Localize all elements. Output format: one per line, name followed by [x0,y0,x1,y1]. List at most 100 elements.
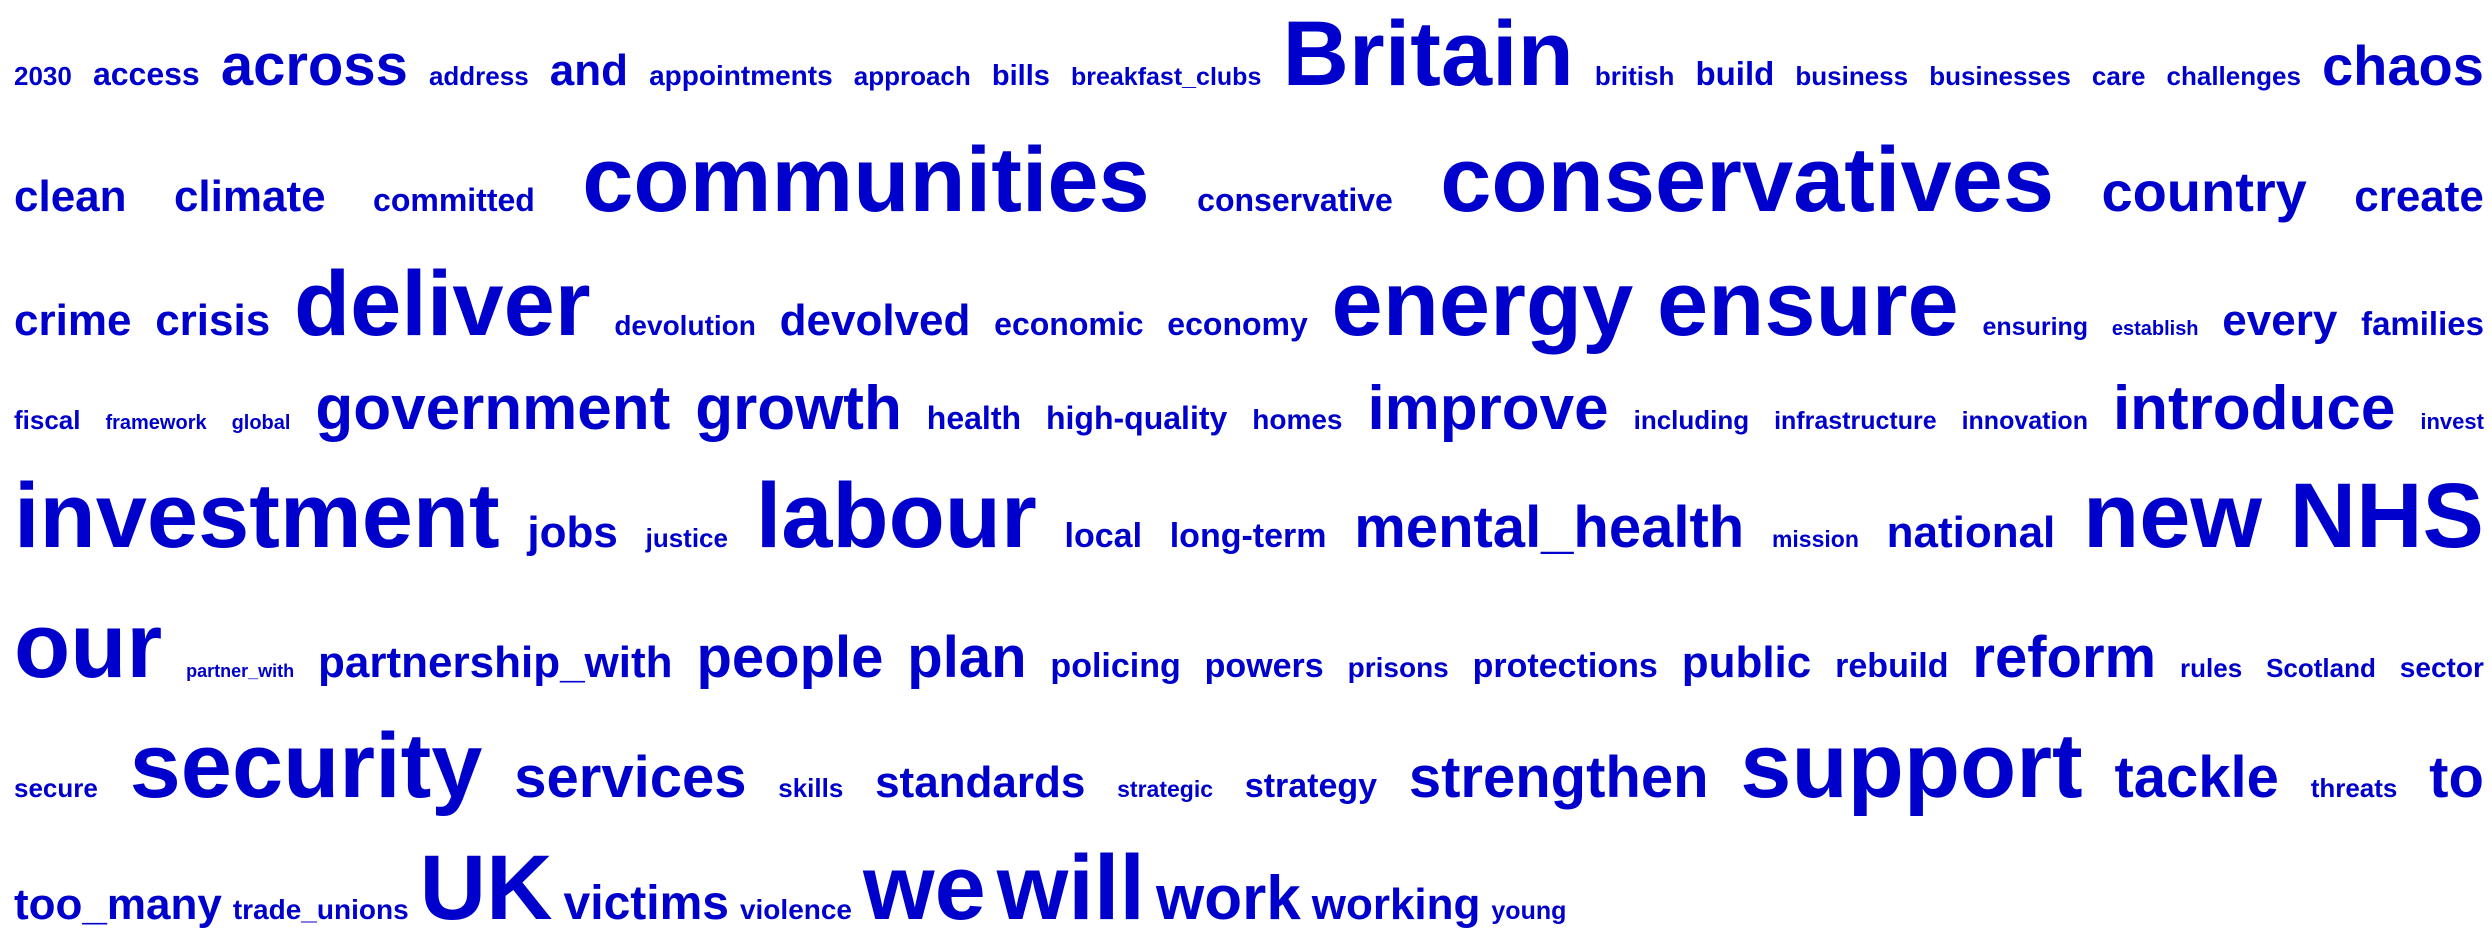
cloud-word: country [2101,160,2307,223]
cloud-word: violence [739,894,853,925]
cloud-word: create [2354,172,2484,221]
cloud-word: reform [1972,625,2157,690]
cloud-word: powers [1204,647,1324,685]
cloud-word: appointments [649,60,833,91]
cloud-word: conservative [1197,182,1393,218]
cloud-word: people [696,625,884,690]
cloud-word: deliver [293,253,591,355]
cloud-word: to [2429,745,2484,810]
cloud-word: ensuring [1982,313,2089,341]
cloud-word: we [863,837,986,939]
cloud-word: high-quality [1045,400,1228,436]
cloud-word: UK [419,837,553,939]
cloud-word: climate [173,172,326,221]
word-cloud-row: 2030 access across address and appointments ap… [14,8,2484,100]
cloud-word: growth [695,374,902,443]
cloud-word: work [1156,864,1301,933]
cloud-word: improve [1367,374,1609,443]
cloud-word: our [14,595,163,697]
word-cloud-row: fiscal framework global government growth hea… [14,378,2484,440]
cloud-word: rules [2180,653,2243,683]
cloud-word: justice [645,523,728,553]
cloud-word: conservatives [1440,129,2054,231]
cloud-word: economic [994,306,1144,342]
cloud-word: sector [2399,652,2484,683]
cloud-word: partnership_with [318,638,673,687]
cloud-word: crime [14,296,132,345]
word-cloud-row: clean climate committed communities conserva… [14,134,2484,226]
cloud-word: british [1594,61,1675,91]
cloud-word: public [1681,638,1812,687]
cloud-word: clean [14,172,127,221]
cloud-word: business [1795,61,1909,91]
cloud-word: introduce [2112,374,2396,443]
cloud-word: bills [991,60,1050,92]
cloud-word: strategy [1244,767,1378,805]
cloud-word: economy [1167,306,1308,342]
cloud-word: health [926,400,1022,436]
cloud-word: framework [105,412,207,434]
cloud-word: new [2083,465,2262,567]
cloud-word: mental_health [1354,495,1745,560]
cloud-word: standards [875,758,1086,807]
cloud-word: devolved [779,296,971,345]
word-cloud-row: our partner_with partnership_with people pla… [14,600,2484,692]
cloud-word: plan [907,625,1027,690]
cloud-word: protections [1472,647,1658,685]
cloud-word: committed [373,182,535,218]
cloud-word: build [1695,55,1775,92]
cloud-word: support [1740,715,2083,817]
cloud-word: skills [778,773,844,803]
cloud-word: rebuild [1835,647,1949,685]
cloud-word: homes [1252,404,1343,435]
cloud-word: businesses [1929,61,2071,91]
cloud-word: including [1633,405,1750,435]
cloud-word: will [996,837,1145,939]
cloud-word: mission [1771,526,1859,552]
cloud-word: partner_with [186,661,295,681]
cloud-word: trade_unions [232,894,409,925]
cloud-word: innovation [1961,407,2088,435]
cloud-word: and [549,46,628,95]
cloud-word: approach [853,61,971,91]
cloud-word: policing [1050,647,1181,685]
cloud-word: security [129,715,483,817]
cloud-word: working [1311,880,1481,929]
cloud-word: crisis [155,296,271,345]
cloud-word: long-term [1169,517,1327,555]
cloud-word: chaos [2322,34,2484,97]
cloud-word: tackle [2114,745,2279,810]
cloud-word: 2030 [14,61,72,91]
cloud-word: invest [2420,409,2484,434]
word-cloud-row: secure security services skills standards str… [14,720,2484,812]
cloud-word: strategic [1117,776,1214,802]
cloud-word: establish [2111,318,2199,340]
cloud-word: breakfast_clubs [1070,63,1262,91]
cloud-word: communities [582,129,1150,231]
cloud-word: fiscal [14,405,81,435]
word-cloud-row: crime crisis deliver devolution devolved econ… [14,258,2484,350]
cloud-word: challenges [2166,61,2301,91]
cloud-word: Britain [1282,3,1574,105]
cloud-word: strengthen [1408,745,1709,810]
cloud-word: prisons [1347,652,1449,683]
cloud-word: every [2222,296,2338,345]
cloud-word: infrastructure [1774,407,1937,435]
word-cloud-row: investment jobs justice labour local long-ter… [14,470,2484,562]
cloud-word: government [315,374,671,443]
cloud-word: too_many [14,880,222,929]
cloud-word: care [2091,61,2146,91]
cloud-word: investment [14,465,500,567]
cloud-word: address [428,61,529,91]
cloud-word: young [1491,897,1567,925]
cloud-word: local [1064,517,1143,555]
cloud-word: secure [14,773,98,803]
cloud-word: devolution [614,310,756,341]
cloud-word: labour [755,465,1037,567]
cloud-word: energy [1331,253,1634,355]
cloud-word: victims [563,877,729,930]
cloud-word: NHS [2289,465,2484,567]
cloud-word: across [220,33,408,98]
cloud-word: national [1886,508,2056,557]
